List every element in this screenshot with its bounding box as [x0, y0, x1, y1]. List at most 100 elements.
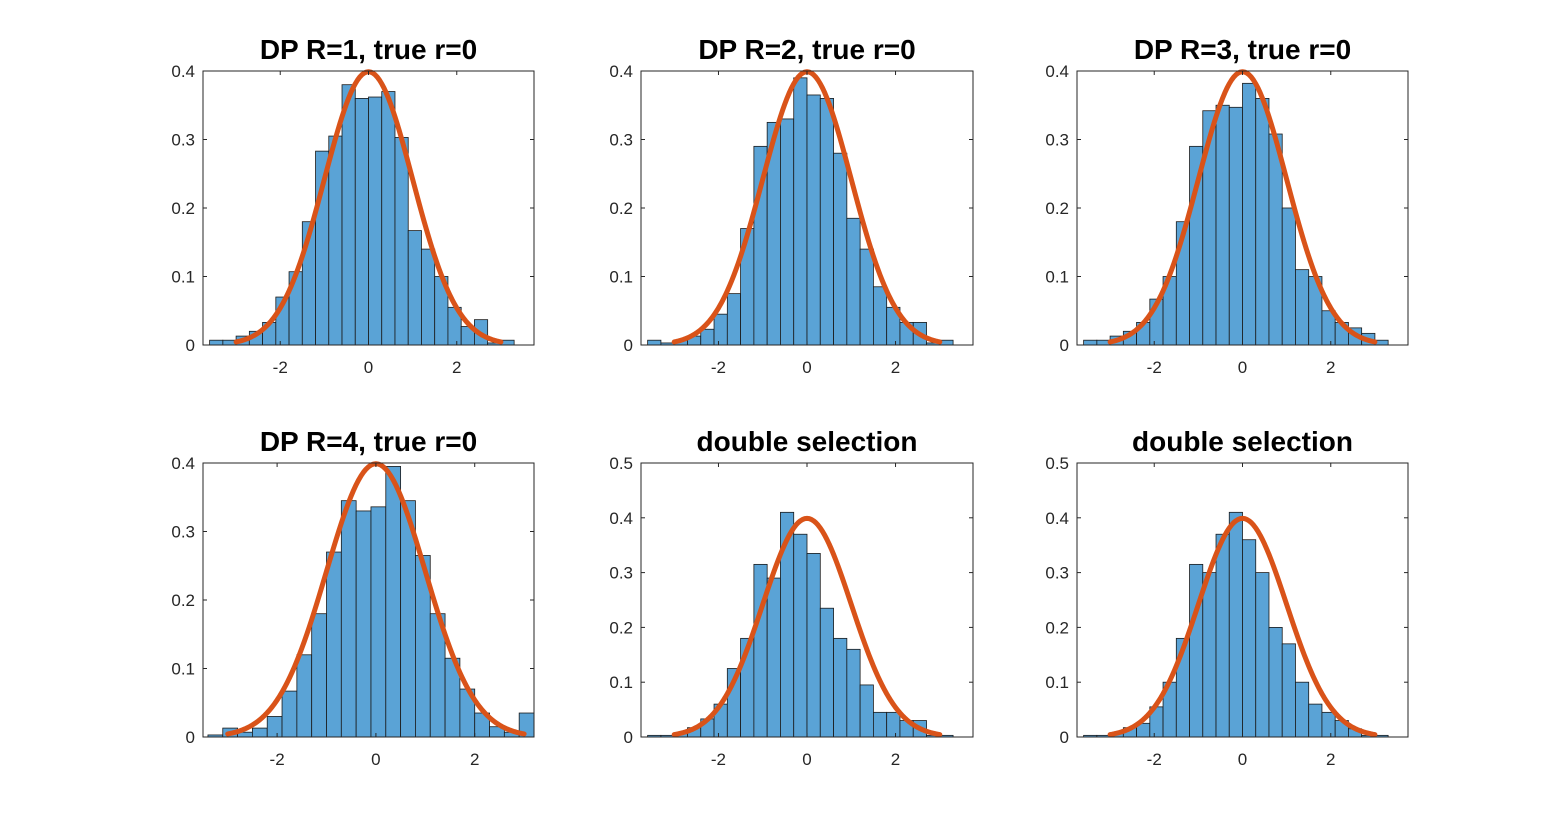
- y-tick-label: 0: [1060, 336, 1069, 355]
- histogram-bar: [1268, 627, 1283, 738]
- histogram-bar: [806, 94, 821, 346]
- x-tick-label: 0: [364, 358, 373, 377]
- histogram-bar: [873, 711, 888, 738]
- histogram-bar: [846, 648, 861, 738]
- histogram-bar: [647, 339, 662, 346]
- histogram-bar: [1281, 643, 1296, 738]
- x-tick-label: 2: [1326, 750, 1335, 769]
- histogram-bar: [766, 577, 781, 738]
- subplot-title: DP R=3, true r=0: [1134, 34, 1351, 65]
- x-tick-label: 2: [452, 358, 461, 377]
- y-tick-label: 0.1: [171, 268, 195, 287]
- histogram-bar: [1215, 533, 1230, 738]
- x-tick-label: 0: [802, 750, 811, 769]
- y-tick-label: 0.1: [1045, 268, 1069, 287]
- histogram-bar: [859, 684, 874, 738]
- histogram-bar: [780, 118, 795, 346]
- x-tick-label: -2: [1147, 358, 1162, 377]
- subplot-3: DP R=3, true r=0 -2 0 2 0 0.1 0.2 0.3 0.4: [1045, 34, 1409, 377]
- y-tick-label: 0.2: [171, 199, 195, 218]
- histogram-bar: [296, 654, 313, 738]
- x-tick-label: -2: [1147, 750, 1162, 769]
- x-tick-label: 0: [802, 358, 811, 377]
- subplot-1: DP R=1, true r=0 -2 0 2 0 0.1 0.2 0.3 0.4: [171, 34, 535, 377]
- x-tick-label: -2: [711, 358, 726, 377]
- histogram-bar: [341, 84, 356, 346]
- histogram-bar: [326, 551, 342, 738]
- y-tick-label: 0.1: [1045, 673, 1069, 692]
- x-tick-label: -2: [270, 750, 285, 769]
- histogram-bar: [340, 500, 357, 738]
- subplot-title: DP R=1, true r=0: [260, 34, 477, 65]
- y-tick-label: 0.5: [609, 454, 633, 473]
- y-tick-label: 0.3: [1045, 131, 1069, 150]
- subplot-6: double selection -2 0 2 0 0.1 0.2 0.3 0.4 0.5: [1045, 426, 1409, 769]
- y-tick-label: 0.2: [171, 591, 195, 610]
- histogram-bar: [370, 506, 387, 738]
- histogram-bar: [1321, 711, 1336, 738]
- x-tick-label: 2: [1326, 358, 1335, 377]
- histogram-bar: [833, 152, 848, 346]
- y-tick-label: 0.1: [609, 673, 633, 692]
- x-tick-label: -2: [273, 358, 288, 377]
- histogram-bar: [209, 339, 224, 346]
- histogram-bar: [385, 466, 402, 738]
- histogram-bar: [713, 313, 728, 346]
- subplot-4: DP R=4, true r=0 -2 0 2 0 0.1 0.2 0.3 0.4: [171, 426, 535, 769]
- histogram-bar: [281, 690, 298, 738]
- y-tick-label: 0: [186, 336, 195, 355]
- y-tick-label: 0: [624, 728, 633, 747]
- y-tick-label: 0: [624, 336, 633, 355]
- y-tick-label: 0.3: [609, 131, 633, 150]
- y-tick-label: 0.4: [1045, 509, 1069, 528]
- subplot-title: DP R=4, true r=0: [260, 426, 477, 457]
- histogram-bar: [1215, 104, 1230, 346]
- histogram-bar: [1202, 572, 1217, 738]
- y-tick-label: 0.3: [171, 131, 195, 150]
- y-tick-label: 0.4: [609, 62, 633, 81]
- histogram-bar: [859, 248, 874, 346]
- histogram-bar: [1228, 106, 1243, 346]
- y-tick-label: 0.2: [1045, 618, 1069, 637]
- y-tick-label: 0.4: [171, 454, 195, 473]
- y-tick-label: 0: [186, 728, 195, 747]
- y-tick-label: 0.5: [1045, 454, 1069, 473]
- histogram-bar: [381, 91, 396, 346]
- histogram-bar: [819, 607, 834, 738]
- histogram-bar: [328, 135, 343, 346]
- histogram-bar: [1308, 703, 1323, 738]
- y-tick-label: 0.4: [609, 509, 633, 528]
- histogram-bar: [266, 716, 283, 738]
- y-tick-label: 0.2: [1045, 199, 1069, 218]
- y-tick-label: 0.4: [171, 62, 195, 81]
- histogram-bar: [873, 286, 888, 346]
- subplot-5: double selection -2 0 2 0 0.1 0.2 0.3 0.4 0.5: [609, 426, 974, 769]
- y-tick-label: 0.3: [609, 564, 633, 583]
- histogram-bar: [252, 727, 268, 738]
- histogram-bar: [819, 98, 834, 346]
- histogram-bar: [1268, 133, 1283, 346]
- histogram-bar: [1255, 98, 1270, 346]
- normal-pdf-curve: [671, 515, 943, 738]
- histogram-bar: [833, 637, 848, 738]
- histogram-bar: [421, 248, 436, 346]
- histogram-bar: [1255, 572, 1270, 738]
- x-tick-label: 2: [891, 358, 900, 377]
- x-tick-label: 2: [891, 750, 900, 769]
- subplot-2: DP R=2, true r=0 -2 0 2 0 0.1 0.2 0.3 0.4: [609, 34, 974, 377]
- x-tick-label: 0: [1238, 750, 1247, 769]
- subplot-title: double selection: [1132, 426, 1353, 457]
- x-tick-label: 0: [371, 750, 380, 769]
- histogram-bar: [1228, 511, 1243, 738]
- histogram-bar: [354, 98, 369, 346]
- x-tick-label: 0: [1238, 358, 1247, 377]
- histogram-bar: [846, 217, 861, 346]
- histogram-bar: [886, 711, 901, 738]
- subplot-title: double selection: [697, 426, 918, 457]
- histogram-bar: [1083, 339, 1098, 346]
- y-tick-label: 0.1: [609, 268, 633, 287]
- histogram-bar: [355, 510, 372, 738]
- y-tick-label: 0: [1060, 728, 1069, 747]
- normal-pdf-curve: [1107, 515, 1378, 738]
